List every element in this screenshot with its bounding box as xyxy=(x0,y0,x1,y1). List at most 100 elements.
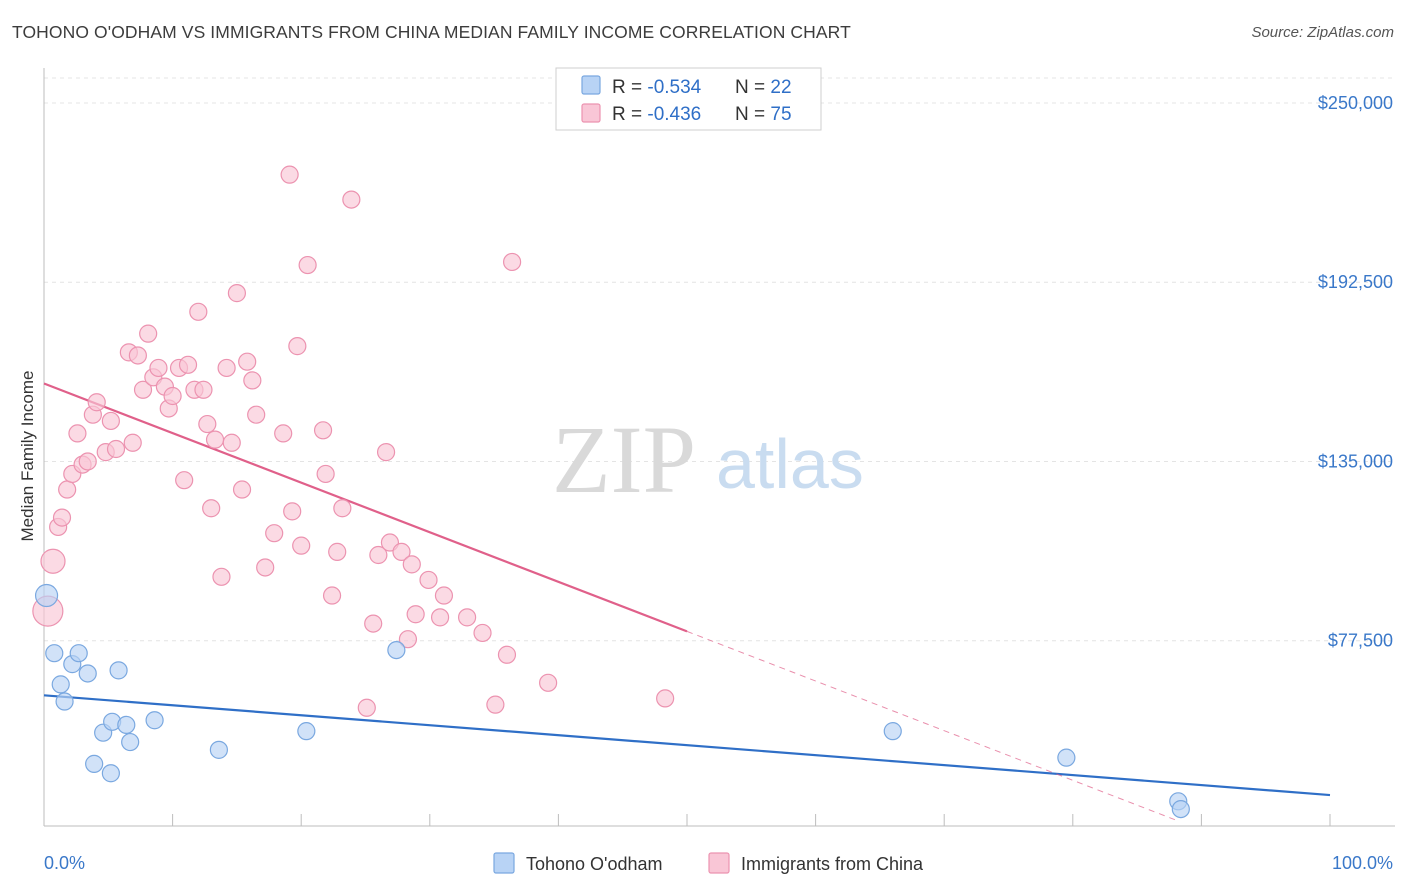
point-china xyxy=(402,555,421,574)
point-china xyxy=(175,471,194,490)
legend-swatch-pink xyxy=(581,103,601,123)
point-china xyxy=(322,586,342,605)
legend-swatch-tohono xyxy=(493,852,515,874)
point-tohono xyxy=(51,675,70,694)
point-tohono xyxy=(109,661,128,680)
legend-r-value: -0.436 xyxy=(647,104,701,125)
point-tohono xyxy=(55,692,74,711)
y-tick-label: $77,500 xyxy=(1328,631,1393,651)
point-china xyxy=(227,284,246,303)
series-legend: Tohono O'odham Immigrants from China xyxy=(493,852,924,874)
y-tick-label: $250,000 xyxy=(1318,93,1393,113)
point-china xyxy=(430,608,450,627)
point-china xyxy=(238,352,257,371)
x-tick-label-max: 100.0% xyxy=(1332,853,1393,873)
point-tohono xyxy=(85,754,104,773)
watermark-atlas: atlas xyxy=(716,425,864,503)
point-china xyxy=(133,380,153,399)
point-china xyxy=(434,586,454,605)
point-china xyxy=(52,508,72,527)
point-tohono xyxy=(121,732,140,752)
point-tohono xyxy=(1057,748,1076,767)
point-china xyxy=(106,439,126,459)
point-china xyxy=(87,393,106,412)
correlation-legend: R = -0.534 N = 22 R = -0.436 N = 75 xyxy=(555,67,822,131)
point-tohono xyxy=(117,715,136,735)
legend-n-value: 75 xyxy=(770,104,791,125)
point-china xyxy=(364,614,383,633)
point-tohono xyxy=(1171,799,1190,819)
point-china xyxy=(101,411,120,431)
point-china xyxy=(313,421,333,440)
legend-swatch-blue xyxy=(581,75,601,95)
trend-line-tohono xyxy=(43,694,1331,797)
point-china xyxy=(283,502,302,521)
point-china xyxy=(376,443,396,462)
point-china xyxy=(40,548,66,574)
legend-r-label: R = xyxy=(612,77,647,98)
legend-n-label: N = xyxy=(735,77,770,98)
point-china xyxy=(328,542,347,561)
y-axis-label: Median Family Income xyxy=(18,370,37,541)
point-china xyxy=(198,414,217,434)
legend-label-tohono: Tohono O'odham xyxy=(526,854,663,874)
point-tohono xyxy=(883,722,902,741)
point-china xyxy=(256,558,275,577)
point-china xyxy=(333,499,352,518)
point-china xyxy=(398,630,418,649)
legend-row-pink: R = -0.436 N = 75 xyxy=(612,104,792,125)
axes xyxy=(43,68,1395,827)
point-china xyxy=(123,433,142,452)
y-tick-labels: $77,500 $135,000 $192,500 $250,000 xyxy=(1318,93,1393,651)
point-china xyxy=(656,689,675,708)
y-tick-label: $135,000 xyxy=(1318,451,1393,471)
y-tick-label: $192,500 xyxy=(1318,272,1393,292)
point-china xyxy=(232,480,252,499)
point-china xyxy=(292,536,311,555)
point-china xyxy=(205,430,225,449)
point-china xyxy=(357,698,376,717)
point-china xyxy=(163,386,182,406)
point-china xyxy=(406,605,425,624)
point-china xyxy=(78,452,97,471)
legend-n-value: 22 xyxy=(770,77,791,98)
point-china xyxy=(369,545,388,565)
legend-label-china: Immigrants from China xyxy=(741,854,924,874)
point-china xyxy=(486,695,505,714)
point-china xyxy=(194,380,213,399)
point-tohono xyxy=(209,740,228,759)
point-china xyxy=(217,358,236,378)
legend-r-label: R = xyxy=(612,104,647,125)
point-tohono xyxy=(69,644,88,663)
point-china xyxy=(419,570,438,590)
point-china xyxy=(539,673,558,692)
point-china xyxy=(243,371,262,390)
legend-n-label: N = xyxy=(735,104,770,125)
legend-r-value: -0.534 xyxy=(647,77,701,98)
point-china xyxy=(280,165,299,184)
point-china xyxy=(247,405,266,424)
point-china xyxy=(212,567,231,586)
point-china xyxy=(68,424,87,443)
chart-title: TOHONO O'ODHAM VS IMMIGRANTS FROM CHINA … xyxy=(12,22,851,42)
point-china xyxy=(503,252,522,272)
point-china xyxy=(189,302,208,321)
point-china xyxy=(265,524,284,543)
point-tohono xyxy=(145,711,164,730)
point-tohono xyxy=(34,583,59,608)
point-tohono xyxy=(101,764,120,783)
point-china xyxy=(457,608,477,627)
trend-lines xyxy=(43,382,1331,821)
point-china xyxy=(149,358,168,378)
point-china xyxy=(128,346,147,365)
point-china xyxy=(316,464,335,484)
point-china xyxy=(222,433,241,452)
source-label: Source: ZipAtlas.com xyxy=(1251,24,1394,41)
point-china xyxy=(202,499,221,518)
point-china xyxy=(288,337,307,356)
watermark-zip: ZIP xyxy=(552,406,696,513)
point-china xyxy=(139,324,158,343)
point-china xyxy=(497,645,517,664)
point-tohono xyxy=(45,644,64,663)
